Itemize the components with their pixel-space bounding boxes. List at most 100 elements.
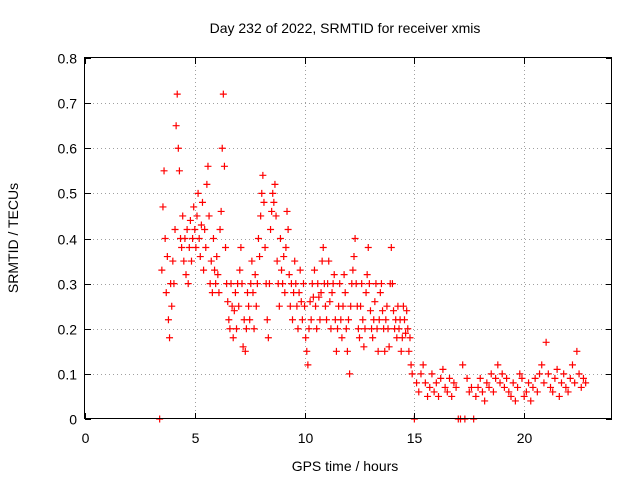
- data-point: [217, 207, 225, 215]
- data-point: [228, 302, 236, 310]
- data-point: [362, 289, 370, 297]
- data-point: [452, 383, 460, 391]
- data-point: [382, 316, 390, 324]
- data-point: [286, 302, 294, 310]
- data-point: [172, 122, 180, 130]
- data-point: [203, 180, 211, 188]
- data-point: [222, 244, 230, 252]
- data-point: [251, 271, 259, 279]
- data-point: [252, 302, 260, 310]
- data-point: [533, 388, 541, 396]
- data-point: [253, 280, 261, 288]
- data-point: [207, 257, 215, 265]
- data-point: [388, 280, 396, 288]
- data-point: [250, 325, 258, 333]
- data-points: [156, 90, 590, 423]
- data-point: [369, 334, 377, 342]
- plot-frame: [84, 57, 612, 419]
- data-point: [472, 392, 480, 400]
- data-point: [404, 325, 412, 333]
- data-point: [267, 225, 275, 233]
- data-point: [247, 280, 255, 288]
- data-point: [435, 392, 443, 400]
- data-point: [307, 316, 315, 324]
- data-point: [562, 383, 570, 391]
- data-point: [397, 347, 405, 355]
- data-point: [292, 280, 300, 288]
- data-point: [494, 361, 502, 369]
- data-point: [505, 388, 513, 396]
- data-point: [399, 302, 407, 310]
- data-point: [211, 266, 219, 274]
- data-point: [485, 383, 493, 391]
- data-point: [195, 235, 203, 242]
- data-point: [158, 266, 166, 274]
- data-point: [579, 374, 587, 382]
- data-point: [166, 334, 174, 342]
- data-point: [360, 343, 368, 351]
- data-point: [284, 225, 292, 233]
- data-point: [268, 207, 276, 215]
- data-point: [231, 289, 239, 297]
- data-point: [405, 347, 413, 355]
- data-point: [171, 225, 179, 233]
- data-point: [349, 266, 357, 274]
- data-point: [336, 280, 344, 288]
- data-point: [553, 365, 561, 373]
- data-point: [302, 334, 310, 342]
- data-point: [406, 334, 414, 342]
- data-point: [402, 329, 410, 337]
- data-point: [159, 203, 167, 211]
- data-point: [500, 383, 508, 391]
- data-point: [426, 383, 434, 391]
- data-point: [529, 383, 537, 391]
- x-tick-label: 5: [192, 430, 200, 446]
- data-point: [187, 257, 195, 265]
- data-point: [354, 325, 362, 333]
- data-point: [200, 266, 208, 274]
- data-point: [481, 397, 489, 405]
- x-tick-label: 20: [517, 430, 533, 446]
- data-point: [180, 257, 188, 265]
- data-point: [542, 338, 550, 346]
- data-point: [303, 347, 311, 355]
- data-point: [371, 298, 379, 306]
- data-point: [305, 325, 313, 333]
- data-point: [398, 334, 406, 342]
- data-point: [256, 253, 264, 261]
- data-point: [476, 374, 484, 382]
- data-point: [282, 244, 290, 252]
- data-point: [191, 225, 199, 233]
- data-point: [366, 307, 374, 315]
- data-point: [319, 244, 327, 252]
- data-point: [248, 257, 256, 265]
- data-point: [265, 280, 273, 288]
- data-point: [522, 388, 530, 396]
- y-tick-label: 0.5: [58, 186, 78, 202]
- data-point: [209, 235, 217, 242]
- data-point: [293, 302, 301, 310]
- data-point: [218, 144, 226, 152]
- data-point: [379, 307, 387, 315]
- data-point: [186, 216, 194, 224]
- data-point: [271, 180, 279, 188]
- data-point: [264, 334, 272, 342]
- data-point: [289, 316, 297, 324]
- data-point: [299, 280, 307, 288]
- data-point: [400, 316, 408, 324]
- data-point: [511, 397, 519, 405]
- data-point: [345, 316, 352, 324]
- data-point: [160, 167, 168, 175]
- data-point: [310, 266, 318, 274]
- data-point: [246, 316, 254, 324]
- data-point: [483, 379, 491, 387]
- data-point: [225, 316, 233, 324]
- data-point: [178, 244, 186, 252]
- data-point: [273, 257, 281, 265]
- y-tick-label: 0.2: [58, 322, 78, 338]
- data-point: [175, 167, 183, 175]
- data-point: [525, 379, 533, 387]
- data-point: [237, 244, 245, 252]
- data-point: [507, 392, 515, 400]
- x-tick-label: 0: [82, 430, 90, 446]
